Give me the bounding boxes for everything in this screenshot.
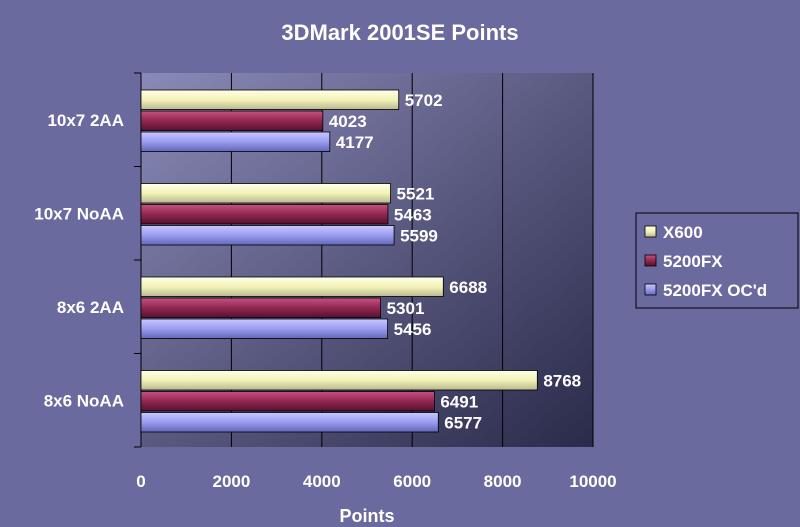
- chart-title: 3DMark 2001SE Points: [281, 20, 518, 45]
- bar: [140, 391, 435, 412]
- bar: [140, 276, 444, 297]
- legend-swatch: [644, 225, 657, 238]
- data-label: 5301: [387, 299, 425, 318]
- bar: [140, 318, 389, 339]
- data-label: 8768: [543, 371, 581, 390]
- bar: [140, 370, 538, 391]
- bar: [140, 89, 400, 110]
- x-tick-label: 6000: [393, 472, 431, 491]
- data-label: 5456: [394, 320, 432, 339]
- x-tick-label: 2000: [212, 472, 250, 491]
- data-label: 5599: [400, 226, 438, 245]
- category-label: 8x6 2AA: [57, 298, 124, 317]
- data-label: 6577: [444, 413, 482, 432]
- x-tick-label: 10000: [569, 472, 616, 491]
- x-tick-label: 8000: [484, 472, 522, 491]
- data-labels: 5702 4023 4177 5521 5463 5599 6688 5301 5456 8768…: [329, 91, 581, 433]
- category-axis: [134, 72, 142, 448]
- category-labels: 10x7 2AA 10x7 NoAA 8x6 2AA 8x6 NoAA: [34, 111, 124, 411]
- legend-label: 5200FX: [663, 252, 723, 271]
- x-tick-label: 0: [136, 472, 145, 491]
- legend-swatch: [644, 283, 657, 296]
- data-label: 6491: [440, 392, 478, 411]
- legend-label: 5200FX OC'd: [663, 281, 767, 300]
- legend-label: X600: [663, 223, 703, 242]
- bar: [140, 204, 389, 225]
- data-label: 5521: [397, 184, 435, 203]
- bar: [140, 131, 331, 152]
- data-label: 4023: [329, 112, 367, 131]
- legend-swatch: [644, 254, 657, 267]
- bars: [140, 89, 538, 433]
- bar: [140, 412, 439, 433]
- bar: [140, 225, 395, 246]
- category-label: 10x7 NoAA: [34, 204, 124, 223]
- legend-box: [635, 212, 799, 309]
- data-label: 5463: [394, 205, 432, 224]
- bar: [140, 183, 391, 204]
- data-label: 5702: [405, 91, 443, 110]
- category-label: 8x6 NoAA: [44, 391, 124, 410]
- x-axis-ticks: 0 2000 4000 6000 8000 10000: [136, 472, 616, 491]
- x-tick-label: 4000: [303, 472, 341, 491]
- category-label: 10x7 2AA: [47, 111, 124, 130]
- data-label: 4177: [336, 133, 374, 152]
- data-label: 6688: [449, 278, 487, 297]
- x-axis-title: Points: [339, 506, 394, 526]
- bar: [140, 297, 382, 318]
- bar: [140, 110, 324, 131]
- legend: X600 5200FX 5200FX OC'd: [635, 212, 799, 309]
